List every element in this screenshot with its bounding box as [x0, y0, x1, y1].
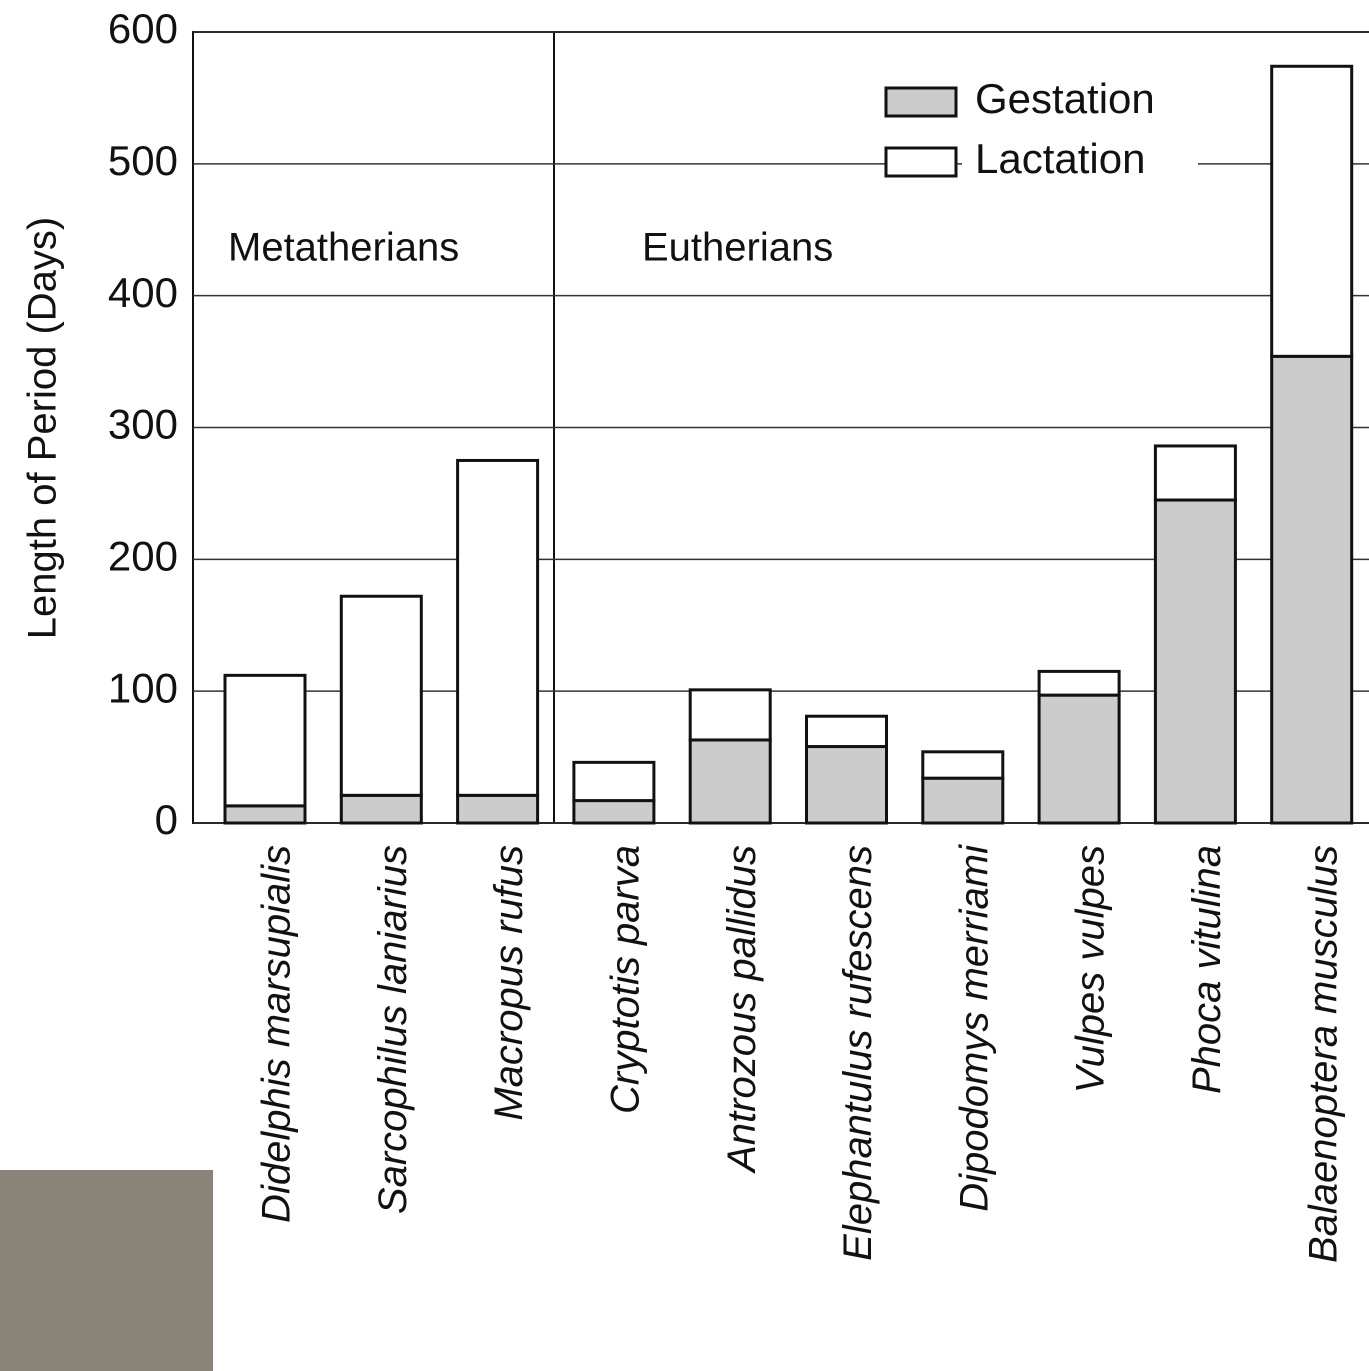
- legend-background: [962, 76, 1198, 128]
- legend-label: Lactation: [975, 135, 1145, 182]
- bar-segment: [1270, 354, 1354, 825]
- bar-segment: [1153, 498, 1237, 825]
- bar-segment: [223, 804, 307, 825]
- bar-segment: [339, 793, 423, 825]
- x-tick-label: Elephantulus rufescens: [836, 845, 880, 1261]
- bar-segment: [1270, 64, 1354, 358]
- legend-swatch: [884, 86, 958, 118]
- bar-segment: [688, 688, 772, 742]
- x-tick-label: Antrozous pallidus: [720, 845, 764, 1174]
- y-axis-label: Length of Period (Days): [21, 217, 65, 639]
- bar-segment: [921, 776, 1005, 825]
- bar-segment: [339, 594, 423, 797]
- y-tick-label: 0: [155, 796, 178, 843]
- y-tick-label: 300: [108, 401, 178, 448]
- bar-segment: [805, 745, 888, 825]
- y-tick-label: 100: [108, 664, 178, 711]
- x-tick-label: Vulpes vulpes: [1069, 845, 1113, 1093]
- bar-segment: [572, 760, 656, 803]
- group-label: Eutherians: [642, 226, 833, 270]
- x-tick-label: Didelphis marsupialis: [255, 845, 299, 1223]
- x-tick-label: Cryptotis parva: [603, 845, 647, 1114]
- y-tick-label: 400: [108, 269, 178, 316]
- bar-segment: [572, 799, 656, 825]
- x-tick-label: Dipodomys merriami: [952, 844, 996, 1212]
- bar-segment: [1037, 669, 1121, 697]
- group-label: Metatherians: [228, 226, 459, 270]
- bar-segment: [456, 458, 540, 797]
- bar-segment: [921, 750, 1005, 780]
- bar-segment: [223, 673, 307, 808]
- x-tick-label: Macropus rufus: [487, 845, 531, 1121]
- bar-segment: [1153, 444, 1237, 502]
- photo-thumbnail: [0, 1170, 213, 1371]
- bar-segment: [1037, 693, 1121, 825]
- y-tick-label: 600: [108, 5, 178, 52]
- y-tick-label: 500: [108, 137, 178, 184]
- x-tick-label: Phoca vitulina: [1185, 845, 1229, 1094]
- bar-segment: [688, 738, 772, 825]
- legend-label: Gestation: [975, 75, 1155, 122]
- x-tick-label: Sarcophilus laniarius: [371, 845, 415, 1214]
- legend-swatch: [884, 146, 958, 178]
- legend-background: [962, 136, 1198, 188]
- x-tick-label: Balaenoptera musculus: [1301, 845, 1345, 1263]
- y-tick-label: 200: [108, 532, 178, 579]
- bar-segment: [805, 714, 888, 749]
- bar-segment: [456, 793, 540, 825]
